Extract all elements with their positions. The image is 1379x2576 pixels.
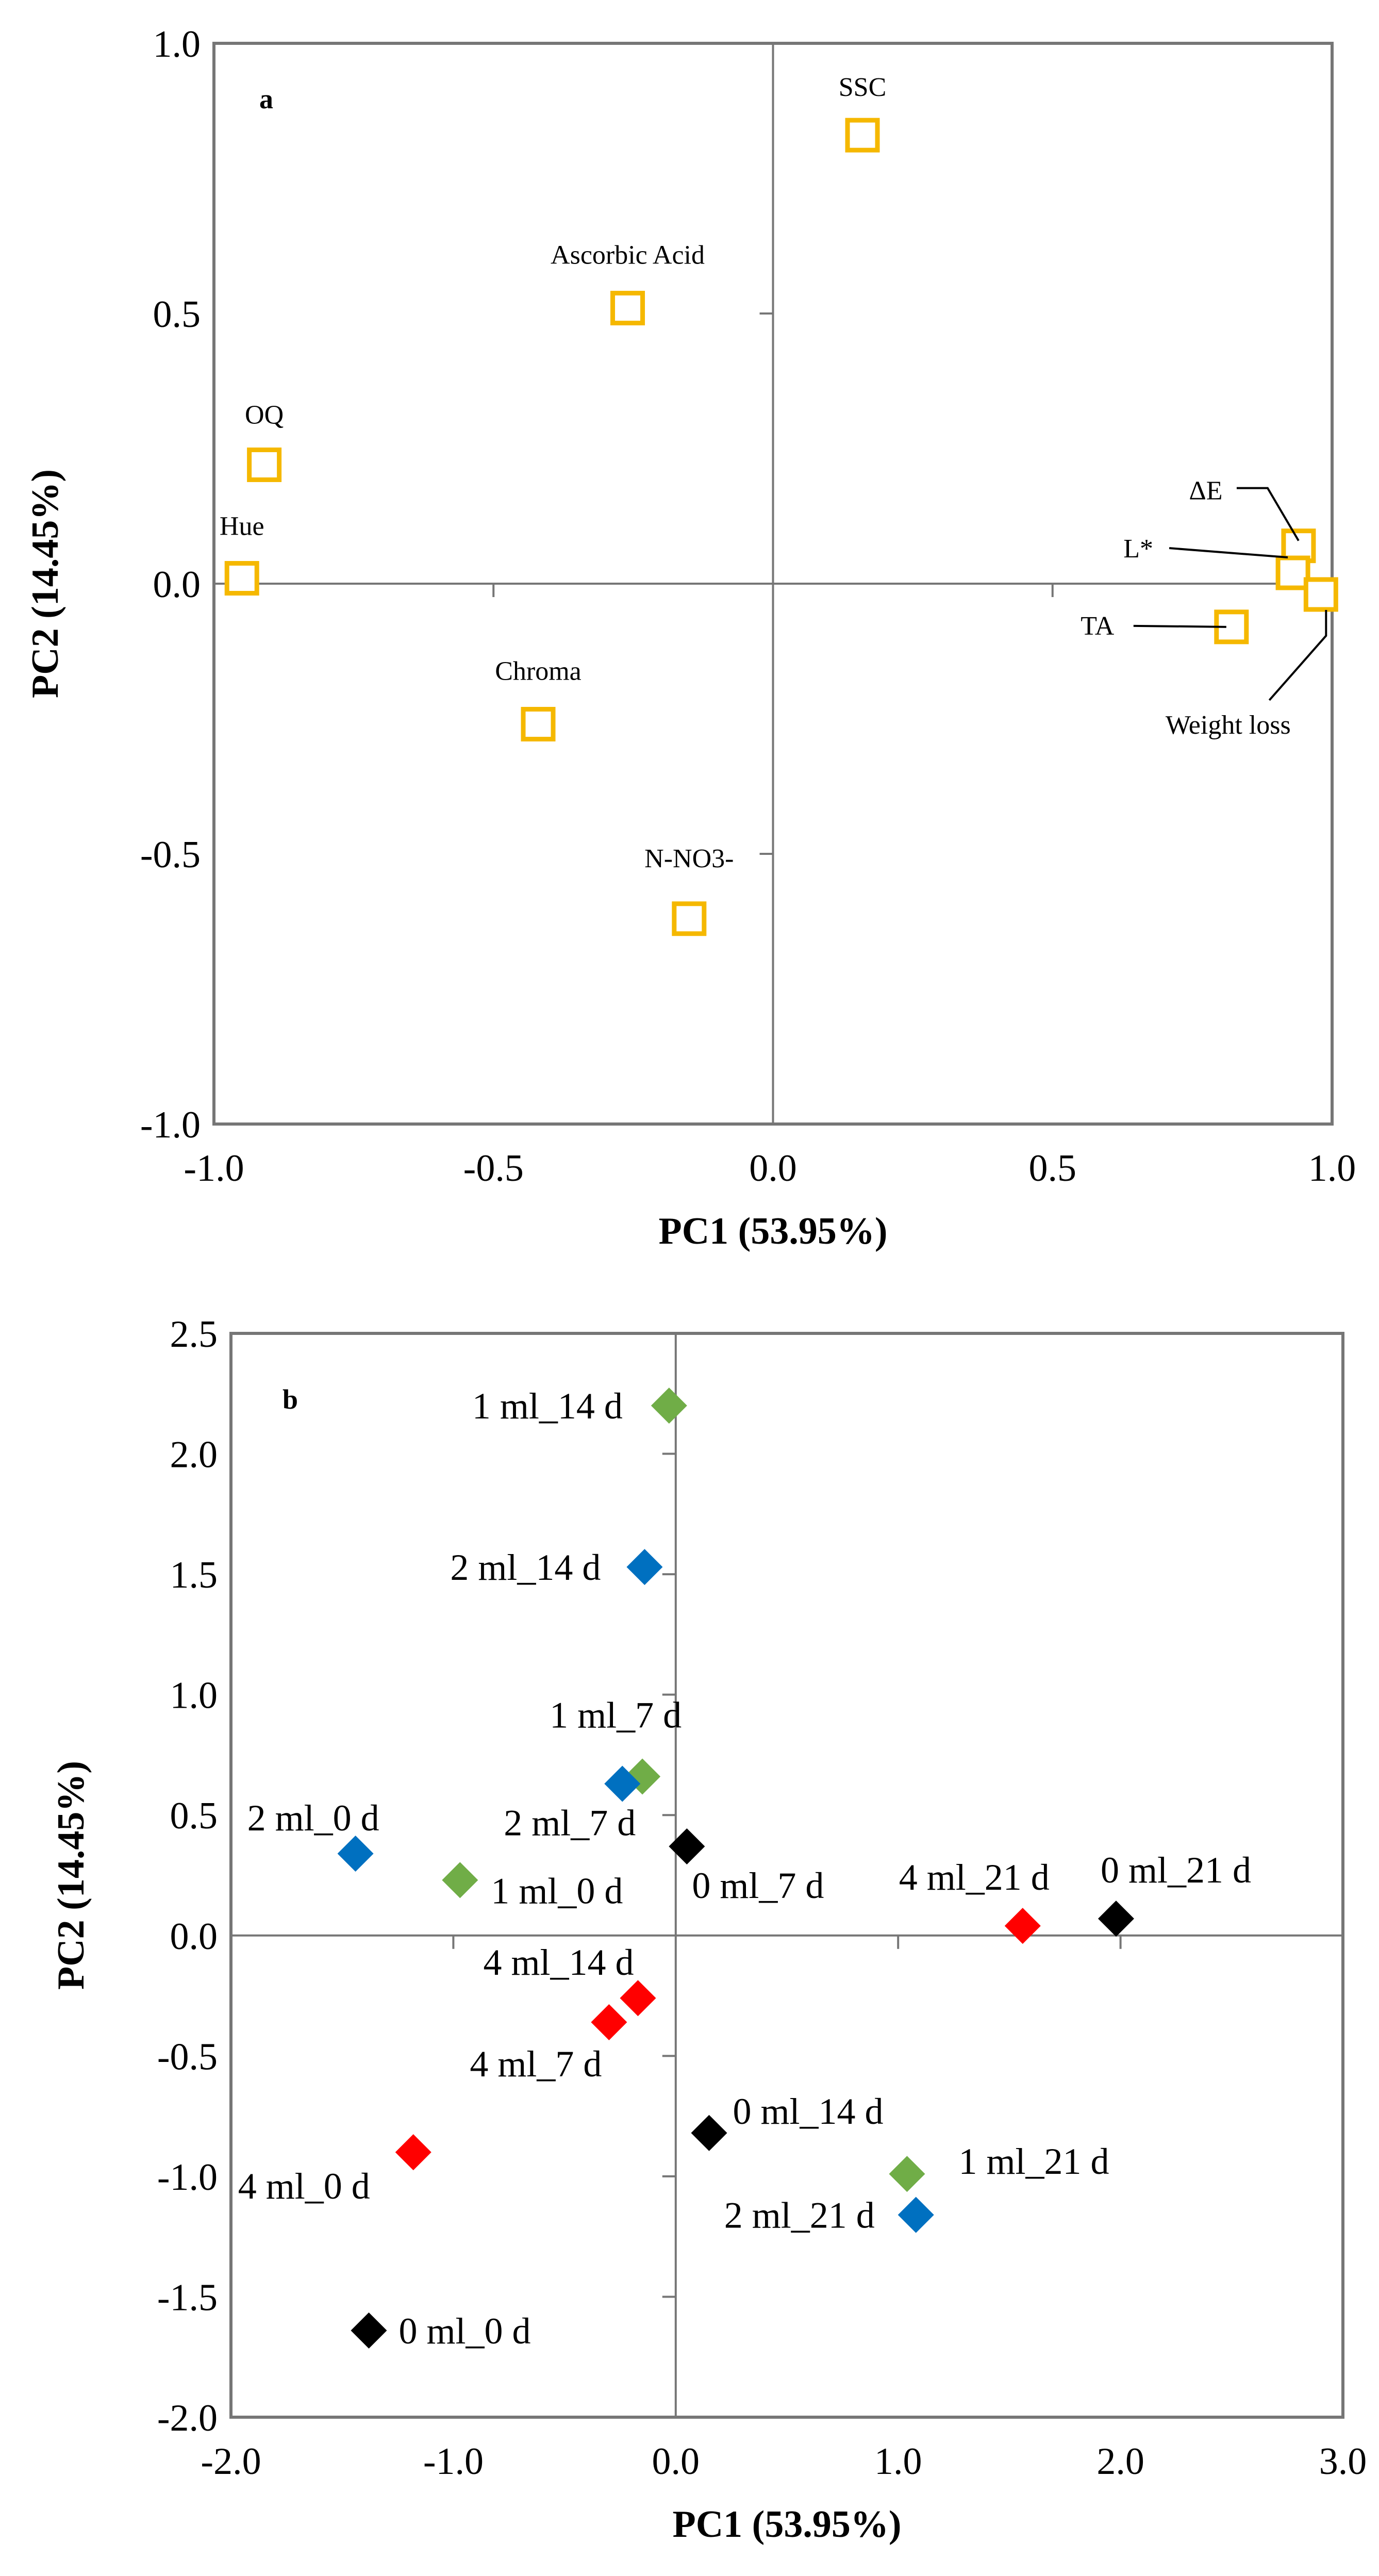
y-tick-label: 0.0	[170, 1916, 218, 1958]
score-label: 0 ml_0 d	[398, 2310, 530, 2352]
score-marker	[889, 2156, 925, 2192]
score-label: 0 ml_7 d	[692, 1865, 824, 1906]
x-tick-label: -1.0	[423, 2440, 484, 2483]
loading-marker	[1303, 577, 1338, 612]
y-tick-label: 0.5	[153, 293, 201, 336]
loading-marker	[224, 561, 259, 596]
score-marker	[604, 1765, 641, 1802]
score-label: 1 ml_7 d	[550, 1694, 682, 1736]
loading-label: ΔE	[1189, 476, 1222, 506]
score-marker	[691, 2115, 727, 2151]
loading-marker	[1275, 555, 1310, 590]
x-tick-label: 2.0	[1096, 2440, 1144, 2483]
y-tick-label: -1.0	[157, 2156, 218, 2199]
score-marker	[1004, 1908, 1041, 1944]
panel-letter: b	[283, 1384, 298, 1415]
x-tick-label: 0.0	[749, 1147, 797, 1190]
panel-letter: a	[259, 84, 273, 114]
y-tick-label: 0.5	[170, 1795, 218, 1837]
loading-label: L*	[1123, 534, 1153, 564]
x-tick-label: 1.0	[874, 2440, 922, 2483]
x-tick-label: -1.0	[184, 1147, 244, 1190]
y-tick-label: -0.5	[157, 2036, 218, 2078]
score-marker	[626, 1549, 663, 1586]
score-marker	[351, 2312, 387, 2349]
x-tick-label: 0.5	[1029, 1147, 1077, 1190]
y-tick-label: -1.0	[140, 1104, 201, 1146]
loading-label: Weight loss	[1166, 711, 1291, 740]
x-tick-label: -0.5	[463, 1147, 524, 1190]
score-marker	[1098, 1901, 1134, 1937]
score-label: 4 ml_14 d	[483, 1942, 634, 1983]
score-label: 1 ml_21 d	[958, 2141, 1109, 2182]
score-label: 4 ml_7 d	[470, 2043, 602, 2085]
leader-line	[1133, 624, 1226, 628]
score-label: 4 ml_0 d	[238, 2166, 370, 2207]
y-tick-label: 2.0	[170, 1434, 218, 1476]
score-label: 0 ml_21 d	[1101, 1850, 1251, 1891]
loading-marker	[610, 291, 645, 326]
loading-marker	[247, 447, 282, 482]
score-marker	[898, 2197, 934, 2233]
y-tick-label: -1.5	[157, 2276, 218, 2319]
y-tick-label: 2.5	[170, 1313, 218, 1356]
y-tick-label: -0.5	[140, 834, 201, 876]
loading-label: N-NO3-	[644, 844, 734, 873]
x-tick-label: 3.0	[1319, 2440, 1367, 2483]
y-axis-title: PC2 (14.45%)	[24, 469, 67, 698]
score-marker	[442, 1862, 478, 1898]
loading-marker	[672, 901, 707, 936]
loading-label: Ascorbic Acid	[551, 241, 705, 270]
loading-label: Hue	[220, 512, 264, 541]
chart-panel-b: -2.0 -1.0 0.0 1.0 2.0 3.0 2.5 2.0 1.5 1.0 0.5 0.0 -0…	[50, 1313, 1367, 2546]
y-tick-label: -2.0	[157, 2397, 218, 2439]
y-tick-label: 1.0	[153, 23, 201, 65]
plot-frame	[229, 1332, 1344, 2419]
score-label: 1 ml_14 d	[472, 1385, 623, 1427]
score-marker	[337, 1835, 374, 1872]
score-label: 2 ml_7 d	[504, 1802, 636, 1843]
y-tick-label: 0.0	[153, 564, 201, 606]
score-label: 0 ml_14 d	[733, 2091, 884, 2132]
score-label: 2 ml_14 d	[450, 1547, 601, 1588]
x-axis-title: PC1 (53.95%)	[659, 1210, 888, 1252]
y-tick-label: 1.5	[170, 1554, 218, 1596]
loading-marker	[845, 118, 880, 153]
score-marker	[395, 2134, 431, 2171]
y-axis-title: PC2 (14.45%)	[50, 1761, 92, 1990]
leader-line	[1236, 487, 1300, 541]
score-marker	[620, 1980, 656, 2017]
leader-line	[1169, 547, 1288, 559]
loading-label: OQ	[245, 400, 284, 430]
score-marker	[591, 2004, 627, 2040]
loading-label: Chroma	[495, 656, 581, 686]
loading-marker	[521, 706, 556, 741]
x-tick-label: 1.0	[1308, 1147, 1356, 1190]
x-axis-title: PC1 (53.95%)	[673, 2503, 902, 2546]
score-label: 2 ml_0 d	[247, 1797, 379, 1839]
score-marker	[651, 1388, 687, 1424]
y-tick-label: 1.0	[170, 1675, 218, 1717]
loading-label: TA	[1081, 612, 1115, 641]
score-label: 1 ml_0 d	[491, 1870, 623, 1911]
score-label: 2 ml_21 d	[724, 2195, 875, 2236]
x-tick-label: -2.0	[201, 2440, 261, 2483]
score-label: 4 ml_21 d	[899, 1857, 1050, 1898]
x-tick-label: 0.0	[652, 2440, 700, 2483]
score-marker	[669, 1828, 705, 1864]
loading-label: SSC	[839, 73, 887, 102]
chart-panel-a: -1.0 -0.5 0.0 0.5 1.0 1.0 0.5 0.0 -0.5 -1.0 PC1 (5…	[24, 23, 1356, 1252]
leader-line	[1268, 609, 1327, 701]
